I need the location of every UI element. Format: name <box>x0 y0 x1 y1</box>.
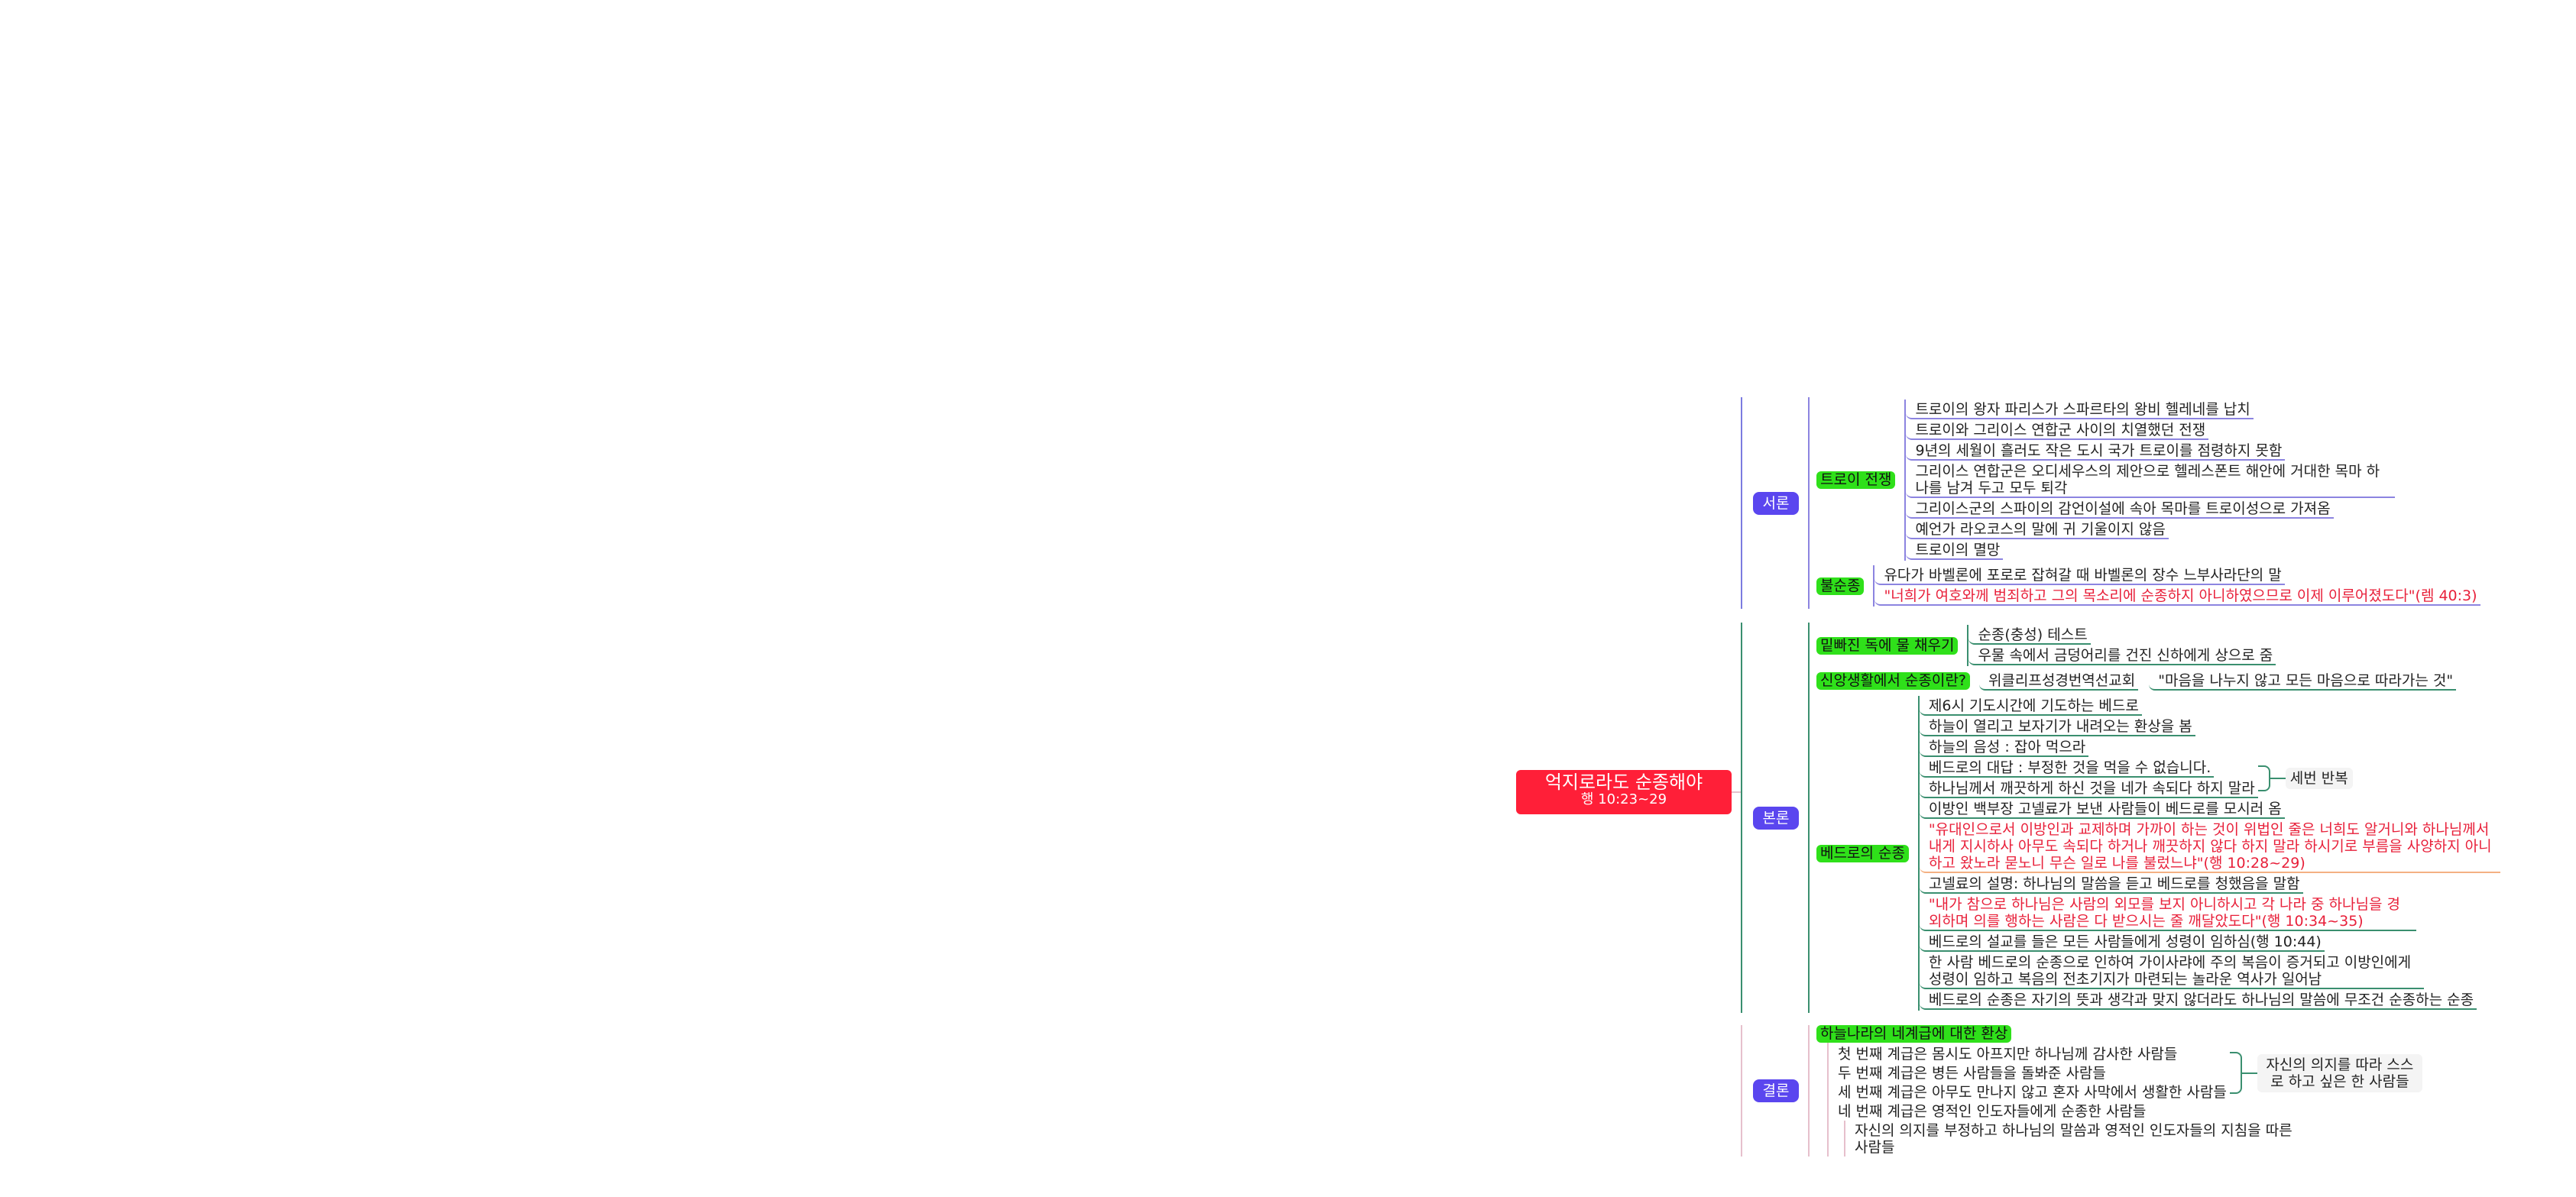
repeat-group: 베드로의 대답 : 부정한 것을 먹을 수 없습니다. 하나님께서 깨끗하게 하… <box>1919 758 2500 799</box>
leaf-faith-definition[interactable]: "마음을 나누지 않고 모든 마음으로 따라가는 것" <box>2149 671 2457 691</box>
mindmap-branches: 서론 트로이 전쟁 트로이의 왕자 파리스가 스파르타의 왕비 헬레네를 납치 … <box>1741 397 2570 1157</box>
main-topic-body[interactable]: 본론 <box>1753 806 1799 830</box>
rank-items: 첫 번째 계급은 몸시도 아프지만 하나님께 감사한 사람들 두 번째 계급은 … <box>1827 1043 2422 1157</box>
intro-branches: 트로이 전쟁 트로이의 왕자 파리스가 스파르타의 왕비 헬레네를 납치 트로이… <box>1808 397 2480 609</box>
leaf-troy-item[interactable]: 트로이의 멸망 <box>1906 541 2004 560</box>
leaf-troy-item[interactable]: 그리이스군의 스파이의 감언이설에 속아 목마를 트로이성으로 가져옴 <box>1906 500 2334 519</box>
topic-peter-obedience[interactable]: 베드로의 순종 <box>1816 844 1909 862</box>
leaf-jar-item[interactable]: 순종(충성) 테스트 <box>1968 626 2091 645</box>
leaf-peter-item[interactable]: 베드로의 순종은 자기의 뜻과 생각과 맞지 않더라도 하나님의 말씀에 무조건… <box>1919 991 2477 1010</box>
main-topic-intro[interactable]: 서론 <box>1753 491 1799 515</box>
root-connector <box>1732 791 1741 793</box>
section-conclusion: 결론 하늘나라의 네계급에 대한 환상 첫 번째 계급은 몸시도 아프지만 하나… <box>1741 1025 2570 1157</box>
leaf-troy-item[interactable]: 예언가 라오코스의 말에 귀 기울이지 않음 <box>1906 520 2169 539</box>
leaf-peter-item[interactable]: 제6시 기도시간에 기도하는 베드로 <box>1919 697 2142 716</box>
peter-items: 제6시 기도시간에 기도하는 베드로 하늘이 열리고 보자기가 내려오는 환상을… <box>1917 696 2500 1011</box>
topic-troy-war[interactable]: 트로이 전쟁 <box>1816 471 1896 489</box>
leaf-troy-item[interactable]: 그리이스 연합군은 오디세우스의 제안으로 헬레스폰트 해안에 거대한 목마 하… <box>1906 462 2396 498</box>
leaf-peter-item[interactable]: 한 사람 베드로의 순종으로 인하여 가이사랴에 주의 복음이 증거되고 이방인… <box>1919 953 2424 989</box>
section-intro: 서론 트로이 전쟁 트로이의 왕자 파리스가 스파르타의 왕비 헬레네를 납치 … <box>1741 397 2570 609</box>
troy-items: 트로이의 왕자 파리스가 스파르타의 왕비 헬레네를 납치 트로이와 그리이스 … <box>1904 400 2396 561</box>
leaf-peter-item[interactable]: 하늘의 음성 : 잡아 먹으라 <box>1919 738 2089 757</box>
leaf-troy-item[interactable]: 9년의 세월이 흘러도 작은 도시 국가 트로이를 점령하지 못함 <box>1906 442 2286 461</box>
leaf-disobedience-item[interactable]: 유다가 바벨론에 포로로 잡혀갈 때 바벨론의 장수 느부사라단의 말 <box>1874 566 2285 585</box>
leaf-peter-item[interactable]: 이방인 백부장 고넬료가 보낸 사람들이 베드로를 모시러 옴 <box>1919 800 2285 819</box>
leaf-peter-item[interactable]: 하나님께서 깨끗하게 하신 것을 네가 속되다 하지 말라 <box>1919 779 2258 798</box>
leaf-rank-item[interactable]: 두 번째 계급은 병든 사람들을 돌봐준 사람들 <box>1838 1065 2106 1082</box>
note-three-times[interactable]: 세번 반복 <box>2285 768 2353 789</box>
leaf-peter-item[interactable]: "내가 참으로 하나님은 사람의 외모를 보지 아니하시고 각 나라 중 하나님… <box>1919 895 2416 931</box>
own-will-bracket <box>2229 1052 2242 1094</box>
leaf-peter-item[interactable]: 베드로의 대답 : 부정한 것을 먹을 수 없습니다. <box>1919 759 2215 778</box>
leaf-peter-item[interactable]: 베드로의 설교를 들은 모든 사람들에게 성령이 임하심(행 10:44) <box>1919 933 2325 952</box>
body-branches: 밑빠진 독에 물 채우기 순종(충성) 테스트 우물 속에서 금덩어리를 건진 … <box>1808 623 2500 1013</box>
section-body: 본론 밑빠진 독에 물 채우기 순종(충성) 테스트 우물 속에서 금덩어리를 … <box>1741 623 2570 1013</box>
topic-four-ranks-vision[interactable]: 하늘나라의 네계급에 대한 환상 <box>1816 1025 2012 1043</box>
root-title: 억지로라도 순종해야 <box>1544 772 1703 793</box>
leaf-peter-item[interactable]: "유대인으로서 이방인과 교제하며 가까이 하는 것이 위법인 줄은 너희도 알… <box>1919 820 2500 873</box>
leaf-rank-item[interactable]: 첫 번째 계급은 몸시도 아프지만 하나님께 감사한 사람들 <box>1838 1046 2178 1063</box>
repeat-bracket <box>2257 765 2270 791</box>
root-subtitle: 행 10:23~29 <box>1580 791 1667 807</box>
topic-bottomless-jar[interactable]: 밑빠진 독에 물 채우기 <box>1816 636 1959 655</box>
topic-row-troy: 트로이 전쟁 트로이의 왕자 파리스가 스파르타의 왕비 헬레네를 납치 트로이… <box>1816 400 2480 561</box>
leaf-faith-source[interactable]: 위클리프성경번역선교회 <box>1978 671 2139 691</box>
note-own-will[interactable]: 자신의 의지를 따라 스스로 하고 싶은 한 사람들 <box>2257 1053 2422 1092</box>
topic-row-peter: 베드로의 순종 제6시 기도시간에 기도하는 베드로 하늘이 열리고 보자기가 … <box>1816 696 2500 1011</box>
leaf-rank-item[interactable]: 세 번째 계급은 아무도 만나지 않고 혼자 사막에서 생활한 사람들 <box>1838 1084 2227 1101</box>
topic-row-disobedience: 불순종 유다가 바벨론에 포로로 잡혀갈 때 바벨론의 장수 느부사라단의 말 … <box>1816 565 2480 607</box>
conclusion-branches: 하늘나라의 네계급에 대한 환상 첫 번째 계급은 몸시도 아프지만 하나님께 … <box>1808 1025 2422 1157</box>
leaf-troy-item[interactable]: 트로이의 왕자 파리스가 스파르타의 왕비 헬레네를 납치 <box>1906 400 2254 419</box>
topic-obedience-in-faith[interactable]: 신앙생활에서 순종이란? <box>1816 672 1970 690</box>
topic-row-faith: 신앙생활에서 순종이란? 위클리프성경번역선교회 "마음을 나누지 않고 모든 … <box>1816 671 2500 691</box>
main-topic-conclusion[interactable]: 결론 <box>1753 1079 1799 1102</box>
leaf-rank-item[interactable]: 네 번째 계급은 영적인 인도자들에게 순종한 사람들 <box>1838 1103 2147 1120</box>
leaf-peter-item[interactable]: 하늘이 열리고 보자기가 내려오는 환상을 봄 <box>1919 717 2195 736</box>
topic-row-jar: 밑빠진 독에 물 채우기 순종(충성) 테스트 우물 속에서 금덩어리를 건진 … <box>1816 625 2500 666</box>
disobedience-items: 유다가 바벨론에 포로로 잡혀갈 때 바벨론의 장수 느부사라단의 말 "너희가… <box>1873 565 2480 607</box>
own-will-group: 첫 번째 계급은 몸시도 아프지만 하나님께 감사한 사람들 두 번째 계급은 … <box>1829 1044 2422 1102</box>
jar-items: 순종(충성) 테스트 우물 속에서 금덩어리를 건진 신하에게 상으로 줌 <box>1967 625 2276 666</box>
leaf-jar-item[interactable]: 우물 속에서 금덩어리를 건진 신하에게 상으로 줌 <box>1968 646 2276 665</box>
topic-disobedience[interactable]: 불순종 <box>1816 577 1865 595</box>
leaf-rank-sub-item[interactable]: 자신의 의지를 부정하고 하나님의 말씀과 영적인 인도자들의 지침을 따른 사… <box>1855 1122 2292 1156</box>
leaf-peter-item[interactable]: 고넬료의 설명: 하나님의 말씀을 듣고 베드로를 청했음을 말함 <box>1919 875 2303 894</box>
faith-items: 위클리프성경번역선교회 "마음을 나누지 않고 모든 마음으로 따라가는 것" <box>1978 671 2457 691</box>
leaf-disobedience-quote[interactable]: "너희가 여호와께 범죄하고 그의 목소리에 순종하지 아니하였으므로 이제 이… <box>1874 587 2480 606</box>
leaf-troy-item[interactable]: 트로이와 그리이스 연합군 사이의 치열했던 전쟁 <box>1906 421 2209 440</box>
root-topic[interactable]: 억지로라도 순종해야 행 10:23~29 <box>1516 770 1732 814</box>
